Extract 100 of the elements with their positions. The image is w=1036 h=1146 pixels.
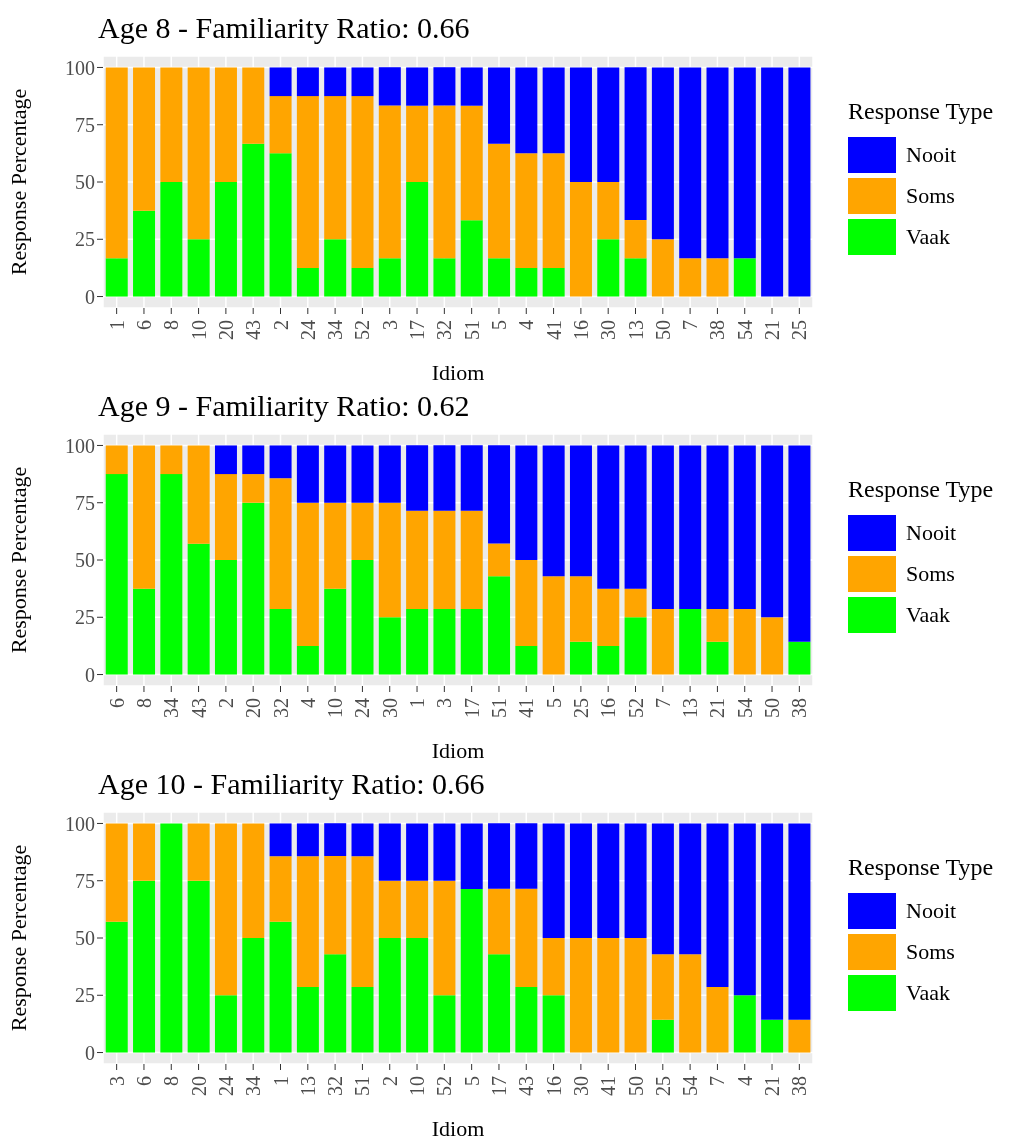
bar [406, 823, 429, 881]
bar [569, 641, 592, 675]
bar [133, 823, 156, 881]
bar [651, 67, 674, 240]
bar [597, 67, 620, 182]
x-tick-label: 1 [406, 698, 429, 708]
bar [706, 987, 729, 1053]
bar [351, 67, 374, 97]
y-tick-label: 100 [65, 434, 95, 457]
bar [296, 987, 319, 1053]
x-tick-label: 16 [542, 1076, 565, 1096]
bar [706, 641, 729, 675]
x-tick-label: 6 [132, 320, 155, 330]
y-tick-label: 25 [75, 984, 95, 1007]
x-tick-label: 17 [406, 320, 429, 340]
bar [733, 823, 756, 996]
x-tick-label: 3 [433, 698, 456, 708]
bar [133, 588, 156, 675]
bar [733, 995, 756, 1053]
x-tick-label: 54 [679, 1076, 702, 1096]
bar [569, 823, 592, 938]
x-tick-label: 30 [378, 698, 401, 718]
bar [351, 987, 374, 1053]
x-tick-label: 7 [679, 320, 702, 330]
bar [542, 938, 565, 996]
bar [706, 67, 729, 259]
bar [597, 645, 620, 675]
bar [460, 67, 483, 106]
x-tick-label: 5 [542, 698, 565, 708]
bar [761, 1019, 784, 1053]
y-tick-label: 25 [75, 606, 95, 629]
bar [597, 938, 620, 1053]
bar [651, 239, 674, 297]
legend-title: Response Type [848, 476, 994, 503]
bar [488, 445, 511, 544]
bar [433, 67, 456, 106]
bar [324, 239, 347, 297]
bar [406, 510, 429, 610]
bar [351, 445, 374, 503]
bar [488, 143, 511, 259]
bar [515, 267, 538, 297]
bar [542, 823, 565, 938]
legend-label: Soms [906, 560, 955, 587]
bar [624, 938, 647, 1053]
bar [515, 888, 538, 988]
bar [624, 617, 647, 675]
bar [378, 445, 401, 503]
bar [542, 67, 565, 154]
legend-title: Response Type [848, 854, 994, 881]
bar [515, 987, 538, 1053]
x-tick-label: 10 [406, 1076, 429, 1096]
x-tick-label: 13 [624, 320, 647, 340]
bar [351, 502, 374, 560]
bar [433, 258, 456, 297]
bar [651, 609, 674, 675]
x-tick-label: 25 [651, 1076, 674, 1096]
legend-label: Vaak [906, 223, 950, 250]
legend-title: Response Type [848, 98, 994, 125]
bar [569, 67, 592, 182]
x-tick-label: 8 [160, 1076, 183, 1086]
x-tick-label: 34 [324, 320, 347, 340]
y-tick-label: 50 [75, 171, 95, 194]
bar [761, 617, 784, 675]
bar [515, 560, 538, 646]
bar [488, 67, 511, 144]
bar [733, 67, 756, 259]
bar [242, 823, 265, 938]
bar [679, 954, 702, 1053]
bar [542, 267, 565, 297]
bar [214, 560, 237, 675]
bar [624, 445, 647, 589]
bar [624, 258, 647, 297]
bar [214, 995, 237, 1053]
x-tick-label: 13 [679, 698, 702, 718]
x-tick-label: 50 [624, 1076, 647, 1096]
y-tick-label: 25 [75, 228, 95, 251]
bar [378, 105, 401, 259]
bar [378, 67, 401, 106]
bar [133, 67, 156, 211]
bar [269, 921, 292, 1053]
x-tick-label: 10 [187, 320, 210, 340]
bar [269, 445, 292, 479]
legend-label: Soms [906, 938, 955, 965]
y-axis-title: Response Percentage [5, 88, 31, 276]
bar [515, 645, 538, 675]
bar [679, 445, 702, 610]
x-tick-label: 51 [460, 320, 483, 340]
bar [488, 543, 511, 577]
bar [187, 543, 210, 675]
y-axis-title: Response Percentage [5, 466, 31, 654]
x-axis-title: Idiom [431, 360, 485, 385]
bar [324, 96, 347, 240]
x-tick-label: 30 [569, 1076, 592, 1096]
bar [378, 938, 401, 1053]
x-tick-label: 38 [788, 1076, 811, 1096]
bar [269, 823, 292, 857]
x-tick-label: 52 [351, 320, 374, 340]
bar [542, 445, 565, 577]
bar [296, 823, 319, 857]
bar [133, 445, 156, 589]
